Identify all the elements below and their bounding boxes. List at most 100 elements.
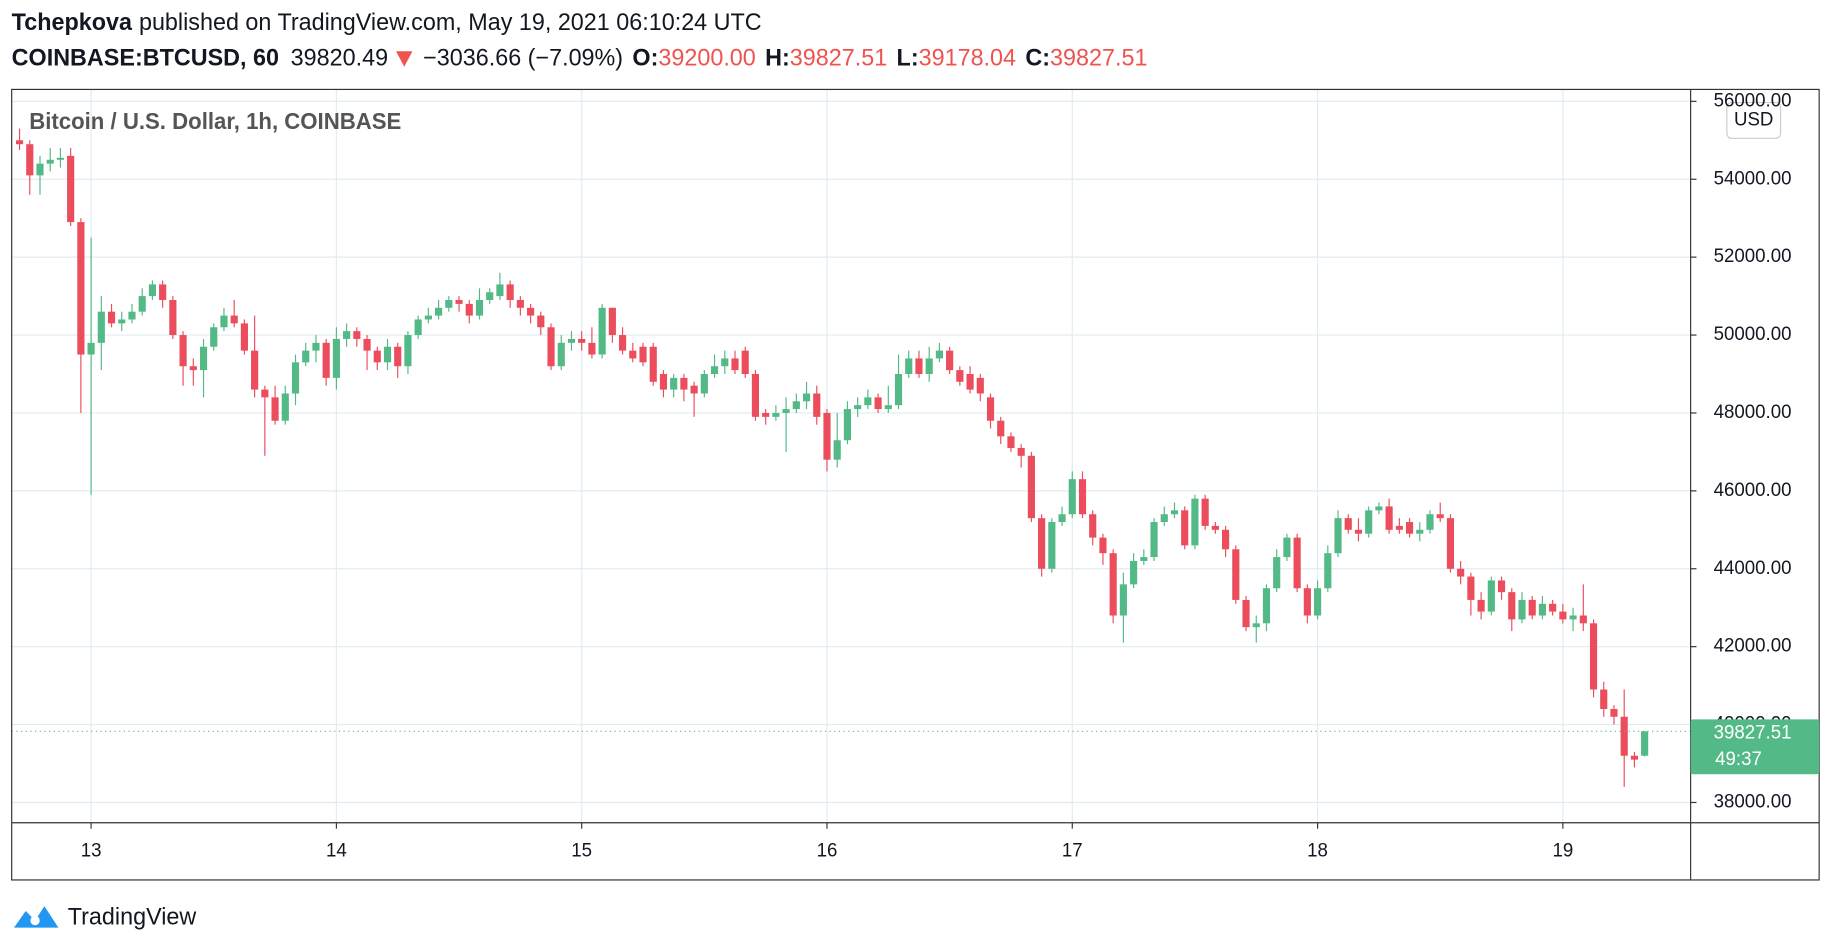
- candle-body: [1191, 498, 1199, 546]
- candle-body: [1324, 553, 1332, 589]
- candle-body: [792, 401, 800, 410]
- candle-body: [1385, 506, 1393, 530]
- candle-body: [435, 307, 443, 316]
- candle-body: [659, 374, 668, 390]
- candle-body: [1252, 623, 1260, 628]
- frame: [11, 88, 1820, 881]
- candle-body: [353, 331, 361, 339]
- x-tick-label: 13: [81, 840, 102, 861]
- candle-body: [445, 299, 453, 308]
- candle-body: [240, 323, 248, 351]
- logo: [14, 906, 59, 928]
- candle-body: [578, 338, 586, 343]
- x-tick-label: 14: [326, 840, 347, 861]
- y-tick-label: 56000.00: [1714, 90, 1792, 111]
- y-tick-label: 48000.00: [1714, 402, 1792, 423]
- ohlc-value: 39827.51: [1050, 46, 1147, 72]
- y-tick-label: 44000.00: [1714, 558, 1792, 579]
- candle-body: [312, 342, 320, 351]
- price-label: 39827.51: [1714, 723, 1792, 744]
- candle-body: [1457, 568, 1465, 577]
- candle-body: [598, 307, 606, 355]
- countdown: 49:37: [1715, 749, 1762, 770]
- candle-body: [1017, 448, 1025, 456]
- candle-body: [1160, 514, 1168, 523]
- candle-body: [424, 315, 432, 320]
- candle-body: [1119, 584, 1127, 616]
- candle-body: [1610, 708, 1618, 717]
- candle-body: [230, 315, 238, 324]
- candle-body: [649, 346, 657, 382]
- change: −3036.66 (−7.09%): [423, 46, 623, 72]
- candle-body: [721, 358, 729, 367]
- candle-body: [1232, 549, 1240, 600]
- candle-body: [833, 440, 841, 460]
- candle-body: [608, 307, 616, 336]
- candle-body: [1518, 599, 1526, 620]
- candle-body: [772, 412, 780, 417]
- candle-body: [1569, 615, 1577, 620]
- candle-body: [1303, 588, 1311, 616]
- candle-body: [680, 377, 688, 390]
- logo-icon: [14, 906, 59, 928]
- candle-body: [516, 299, 524, 308]
- last-price: 39820.49: [291, 46, 388, 72]
- candle-body: [261, 389, 269, 398]
- candle-body: [363, 338, 371, 351]
- candle-body: [128, 311, 136, 320]
- candle-body: [179, 335, 187, 367]
- candle-body: [1395, 525, 1403, 530]
- candle-body: [1150, 522, 1158, 558]
- candle-body: [67, 155, 75, 223]
- candle-body: [997, 420, 1005, 437]
- candle-body: [486, 292, 494, 300]
- candle-body: [1375, 506, 1383, 511]
- candle-body: [1201, 498, 1209, 526]
- candle-body: [496, 284, 504, 297]
- ohlc-label: L:: [897, 46, 919, 72]
- candle-body: [291, 362, 300, 394]
- published: published on TradingView.com, May 19, 20…: [139, 10, 762, 36]
- candle-body: [475, 299, 484, 316]
- y-tick-label: 42000.00: [1714, 636, 1792, 657]
- x-tick-label: 17: [1062, 840, 1083, 861]
- candle-body: [1099, 537, 1107, 554]
- candle-body: [159, 284, 167, 300]
- candle-body: [741, 350, 749, 375]
- candle-body: [15, 140, 24, 145]
- grid: [11, 89, 1691, 823]
- candle-body: [670, 377, 678, 390]
- ohlc-label: H:: [765, 46, 790, 72]
- candle-body: [220, 315, 228, 328]
- header-line: Tchepkova published on TradingView.com, M…: [12, 10, 762, 36]
- candle-body: [189, 366, 197, 371]
- candle-body: [802, 393, 811, 402]
- candle-body: [26, 144, 34, 176]
- candle-body: [1559, 611, 1567, 620]
- candle-body: [1344, 518, 1352, 530]
- candle-body: [690, 385, 698, 394]
- y-tick-label: 38000.00: [1714, 791, 1792, 812]
- candle-body: [1027, 455, 1035, 519]
- candle-body: [1365, 510, 1373, 534]
- candle-body: [813, 393, 821, 417]
- candle-body: [1058, 514, 1066, 523]
- brand: TradingView: [68, 904, 197, 930]
- candle-body: [894, 374, 903, 406]
- candle-body: [1436, 514, 1444, 519]
- logo-icon: [30, 915, 40, 926]
- candle-body: [1477, 599, 1485, 612]
- x-tick-label: 16: [817, 840, 838, 861]
- candle-body: [588, 342, 596, 355]
- candle-body: [1497, 580, 1506, 593]
- candle-body: [199, 346, 208, 371]
- candle-body: [1467, 576, 1475, 600]
- candle-body: [547, 327, 555, 367]
- candle-body: [1140, 557, 1148, 561]
- candle-body: [332, 338, 340, 378]
- candle-body: [322, 342, 330, 378]
- candle-body: [1589, 623, 1598, 690]
- candle-body: [986, 397, 995, 421]
- candle-body: [148, 284, 156, 297]
